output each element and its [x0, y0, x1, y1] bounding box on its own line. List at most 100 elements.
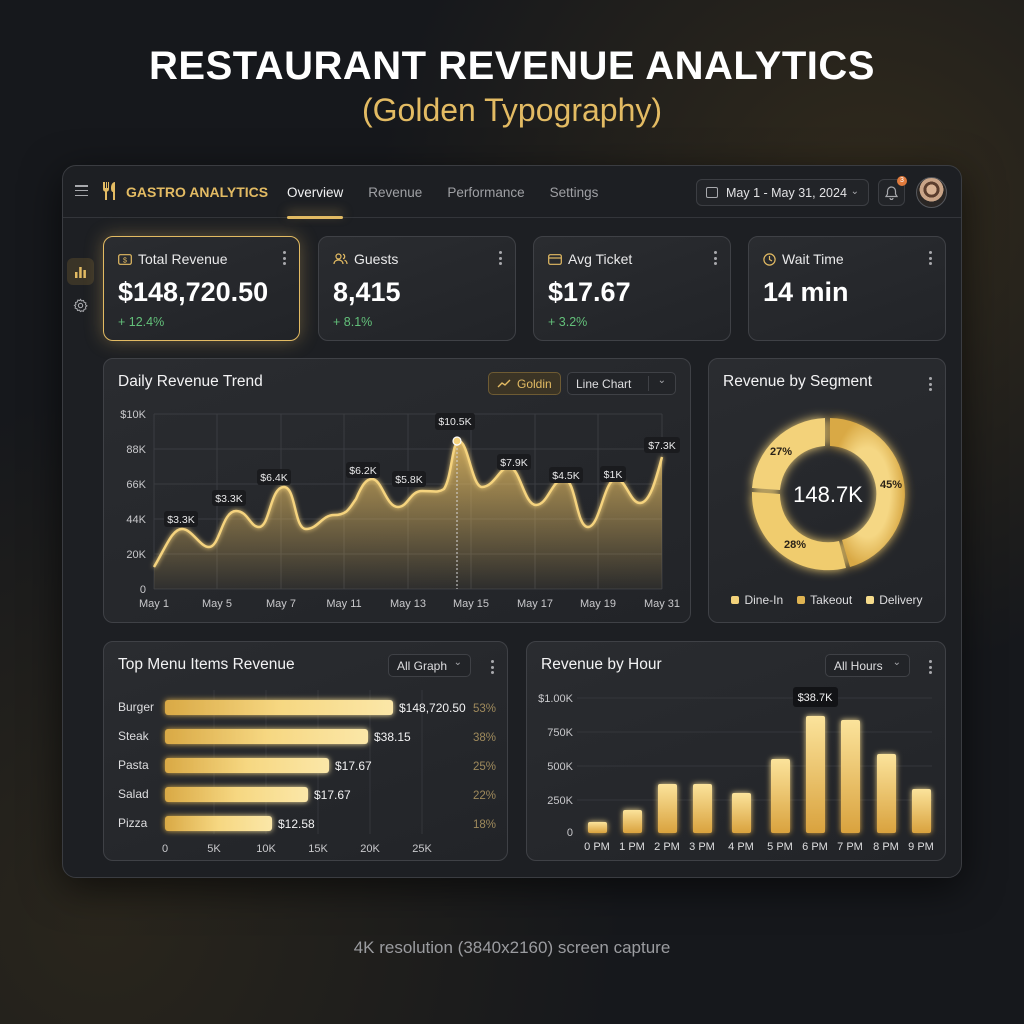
- date-range-picker[interactable]: May 1 - May 31, 2024 ⌄: [696, 179, 869, 206]
- svg-text:May 1: May 1: [139, 598, 169, 610]
- more-options-icon[interactable]: [929, 660, 933, 674]
- svg-text:0: 0: [140, 584, 146, 596]
- vertical-bar-chart: $1.00K 750K 500K 250K 0 $38.7K 0 PM 1 PM 2 PM 3…: [538, 687, 934, 853]
- svg-text:$5.8K: $5.8K: [395, 474, 422, 486]
- svg-text:15K: 15K: [308, 843, 328, 855]
- chevron-down-icon: ⌄: [453, 657, 462, 668]
- menu-icon[interactable]: [75, 185, 88, 196]
- svg-text:5 PM: 5 PM: [767, 841, 793, 853]
- svg-text:10K: 10K: [256, 843, 276, 855]
- legend-item-delivery[interactable]: Delivery: [866, 593, 923, 607]
- svg-text:$17.67: $17.67: [335, 759, 372, 773]
- gear-icon: [73, 298, 88, 313]
- revenue-by-hour-panel: Revenue by Hour All Hours ⌄ $1.00K 750K 50…: [526, 641, 946, 861]
- kpi-card-wait-time[interactable]: Wait Time 14 min: [748, 236, 946, 341]
- bell-icon: [885, 185, 898, 200]
- svg-text:May 13: May 13: [390, 598, 426, 610]
- calendar-icon: [706, 187, 718, 198]
- tab-performance[interactable]: Performance: [447, 184, 525, 200]
- sidebar-item-analytics[interactable]: [67, 258, 94, 285]
- svg-text:$12.58: $12.58: [278, 817, 315, 831]
- svg-text:250K: 250K: [547, 795, 573, 807]
- kpi-card-guests[interactable]: Guests 8,415 + 8.1%: [318, 236, 516, 341]
- kpi-title: Total Revenue: [138, 251, 228, 267]
- svg-text:$1.00K: $1.00K: [538, 693, 574, 705]
- panel-title: Daily Revenue Trend: [118, 373, 263, 390]
- svg-text:6 PM: 6 PM: [802, 841, 828, 853]
- svg-text:Pasta: Pasta: [118, 758, 149, 772]
- panel-title: Top Menu Items Revenue: [118, 656, 295, 673]
- svg-text:500K: 500K: [547, 761, 573, 773]
- kpi-card-total-revenue[interactable]: $ Total Revenue $148,720.50 + 12.4%: [103, 236, 300, 341]
- svg-text:44K: 44K: [126, 514, 146, 526]
- svg-text:53%: 53%: [473, 703, 496, 715]
- svg-text:$148,720.50: $148,720.50: [399, 701, 466, 715]
- notifications-button[interactable]: 3: [878, 176, 907, 206]
- svg-text:2 PM: 2 PM: [654, 841, 680, 853]
- chevron-down-icon: ⌄: [657, 375, 666, 386]
- goldin-label: Goldin: [517, 376, 552, 391]
- chart-type-select[interactable]: Line Chart ⌄: [567, 372, 676, 395]
- more-options-icon[interactable]: [283, 251, 287, 265]
- date-range-label: May 1 - May 31, 2024: [726, 185, 847, 200]
- more-options-icon[interactable]: [714, 251, 718, 265]
- svg-text:$: $: [123, 257, 127, 264]
- svg-text:0 PM: 0 PM: [584, 841, 610, 853]
- kpi-card-avg-ticket[interactable]: Avg Ticket $17.67 + 3.2%: [533, 236, 731, 341]
- more-options-icon[interactable]: [929, 251, 933, 265]
- top-menu-items-panel: Top Menu Items Revenue All Graph ⌄ Burge…: [103, 641, 508, 861]
- clock-icon: [763, 252, 776, 266]
- svg-text:20K: 20K: [360, 843, 380, 855]
- svg-text:25K: 25K: [412, 843, 432, 855]
- svg-text:0: 0: [162, 843, 168, 855]
- dashboard-window: GASTRO ANALYTICS Overview Revenue Perfor…: [62, 165, 962, 878]
- legend-item-takeout[interactable]: Takeout: [797, 593, 852, 607]
- panel-title: Revenue by Hour: [541, 656, 662, 673]
- chevron-down-icon: ⌄: [892, 657, 901, 668]
- more-options-icon[interactable]: [929, 377, 933, 391]
- kpi-title: Guests: [354, 251, 399, 267]
- panel-title: Revenue by Segment: [723, 373, 873, 390]
- hours-filter-select[interactable]: All Hours ⌄: [825, 654, 910, 677]
- svg-text:$3.3K: $3.3K: [167, 514, 194, 526]
- svg-text:5K: 5K: [207, 843, 221, 855]
- line-chart: $10K 88K 66K 44K 20K 0 May 1 May 5 May 7 May 11 M…: [120, 409, 680, 610]
- chart-type-label: Line Chart: [576, 376, 632, 391]
- sidebar: [67, 258, 95, 326]
- svg-text:$10K: $10K: [120, 409, 146, 421]
- kpi-value: 8,415: [333, 277, 401, 307]
- svg-text:22%: 22%: [473, 790, 496, 802]
- svg-text:$10.5K: $10.5K: [438, 416, 471, 428]
- svg-text:May 17: May 17: [517, 598, 553, 610]
- svg-text:88K: 88K: [126, 444, 146, 456]
- brand-name: GASTRO ANALYTICS: [126, 184, 269, 200]
- sidebar-item-settings[interactable]: [67, 292, 94, 319]
- svg-text:Steak: Steak: [118, 729, 150, 743]
- notification-badge: 3: [897, 176, 907, 186]
- svg-text:27%: 27%: [770, 446, 792, 458]
- more-options-icon[interactable]: [491, 660, 495, 674]
- svg-text:18%: 18%: [473, 819, 496, 831]
- svg-text:$3.3K: $3.3K: [215, 493, 242, 505]
- menu-filter-select[interactable]: All Graph ⌄: [388, 654, 471, 677]
- tab-revenue[interactable]: Revenue: [368, 184, 423, 200]
- cash-icon: $: [118, 253, 132, 265]
- menu-filter-label: All Graph: [397, 658, 448, 673]
- kpi-title: Wait Time: [782, 251, 844, 267]
- user-avatar[interactable]: [916, 177, 947, 208]
- svg-text:May 15: May 15: [453, 598, 489, 610]
- more-options-icon[interactable]: [499, 251, 503, 265]
- svg-text:20K: 20K: [126, 549, 146, 561]
- tab-settings[interactable]: Settings: [549, 184, 599, 200]
- tab-overview[interactable]: Overview: [287, 166, 344, 219]
- goldin-style-button[interactable]: Goldin: [488, 372, 561, 395]
- trend-line-icon: [497, 379, 511, 388]
- daily-revenue-trend-panel: Daily Revenue Trend Goldin Line Chart ⌄ …: [103, 358, 691, 623]
- donut-legend: Dine-In Takeout Delivery: [709, 593, 945, 607]
- legend-item-dine-in[interactable]: Dine-In: [731, 593, 783, 607]
- kpi-delta: + 3.2%: [548, 315, 588, 329]
- hours-filter-label: All Hours: [834, 658, 883, 673]
- svg-text:28%: 28%: [784, 539, 806, 551]
- svg-text:1 PM: 1 PM: [619, 841, 645, 853]
- svg-text:$7.9K: $7.9K: [500, 457, 527, 469]
